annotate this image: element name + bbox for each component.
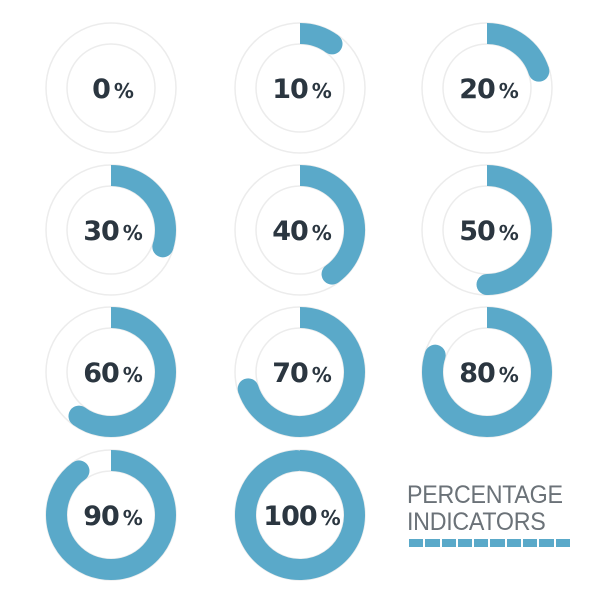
bar-segment [490, 539, 505, 547]
bar-segment [474, 539, 489, 547]
ring-inner-track [66, 43, 156, 133]
title-line-2: INDICATORS [407, 508, 546, 536]
progress-arc [72, 307, 176, 437]
progress-arc [486, 165, 552, 295]
title: PERCENTAGE INDICATORS [407, 482, 565, 536]
indicator-40: 40% [234, 164, 366, 296]
indicator-70: 70% [234, 306, 366, 438]
progress-arc-cap [68, 405, 90, 427]
indicator-90: 90% [45, 449, 177, 581]
percentage-label: 50% [459, 216, 519, 247]
progress-arc-cap [152, 236, 174, 258]
bar-segment [425, 539, 440, 547]
progress-arc [235, 450, 365, 580]
percentage-label: 10% [272, 74, 332, 105]
indicator-0: 0% [45, 22, 177, 154]
title-line-1: PERCENTAGE [407, 481, 563, 509]
progress-arc-cap [424, 344, 446, 366]
indicator-60: 60% [45, 306, 177, 438]
indicator-10: 10% [234, 22, 366, 154]
percentage-label: 100% [263, 501, 340, 532]
title-underline-bar [409, 539, 570, 547]
indicator-100: 100% [234, 449, 366, 581]
progress-arc-cap [237, 378, 259, 400]
progress-arc [422, 307, 552, 437]
indicator-30: 30% [45, 164, 177, 296]
indicator-20: 20% [421, 22, 553, 154]
progress-arc-cap [286, 450, 308, 472]
indicator-80: 80% [421, 306, 553, 438]
progress-arc [110, 165, 176, 251]
percentage-label: 0% [92, 74, 134, 105]
bar-segment [539, 539, 554, 547]
bar-segment [441, 539, 456, 547]
ring-outer-track [45, 22, 177, 154]
percentage-label: 80% [459, 358, 519, 389]
percentage-label: 40% [272, 216, 332, 247]
progress-arc-cap [321, 263, 343, 285]
percentage-label: 90% [83, 501, 143, 532]
progress-arc-cap [321, 33, 343, 55]
progress-arc-cap [528, 60, 550, 82]
indicator-50: 50% [421, 164, 553, 296]
progress-arc [46, 450, 176, 580]
bar-segment [409, 539, 424, 547]
progress-arc-cap [476, 274, 498, 295]
bar-segment [555, 539, 570, 547]
percentage-label: 20% [459, 74, 519, 105]
progress-arc [238, 307, 365, 437]
progress-arc-cap [68, 460, 90, 482]
progress-arc [299, 165, 365, 283]
bar-segment [506, 539, 522, 547]
percentage-label: 30% [83, 216, 143, 247]
bar-segment [523, 539, 538, 547]
bar-segment [457, 539, 473, 547]
percentage-label: 70% [272, 358, 332, 389]
percentage-label: 60% [83, 358, 143, 389]
